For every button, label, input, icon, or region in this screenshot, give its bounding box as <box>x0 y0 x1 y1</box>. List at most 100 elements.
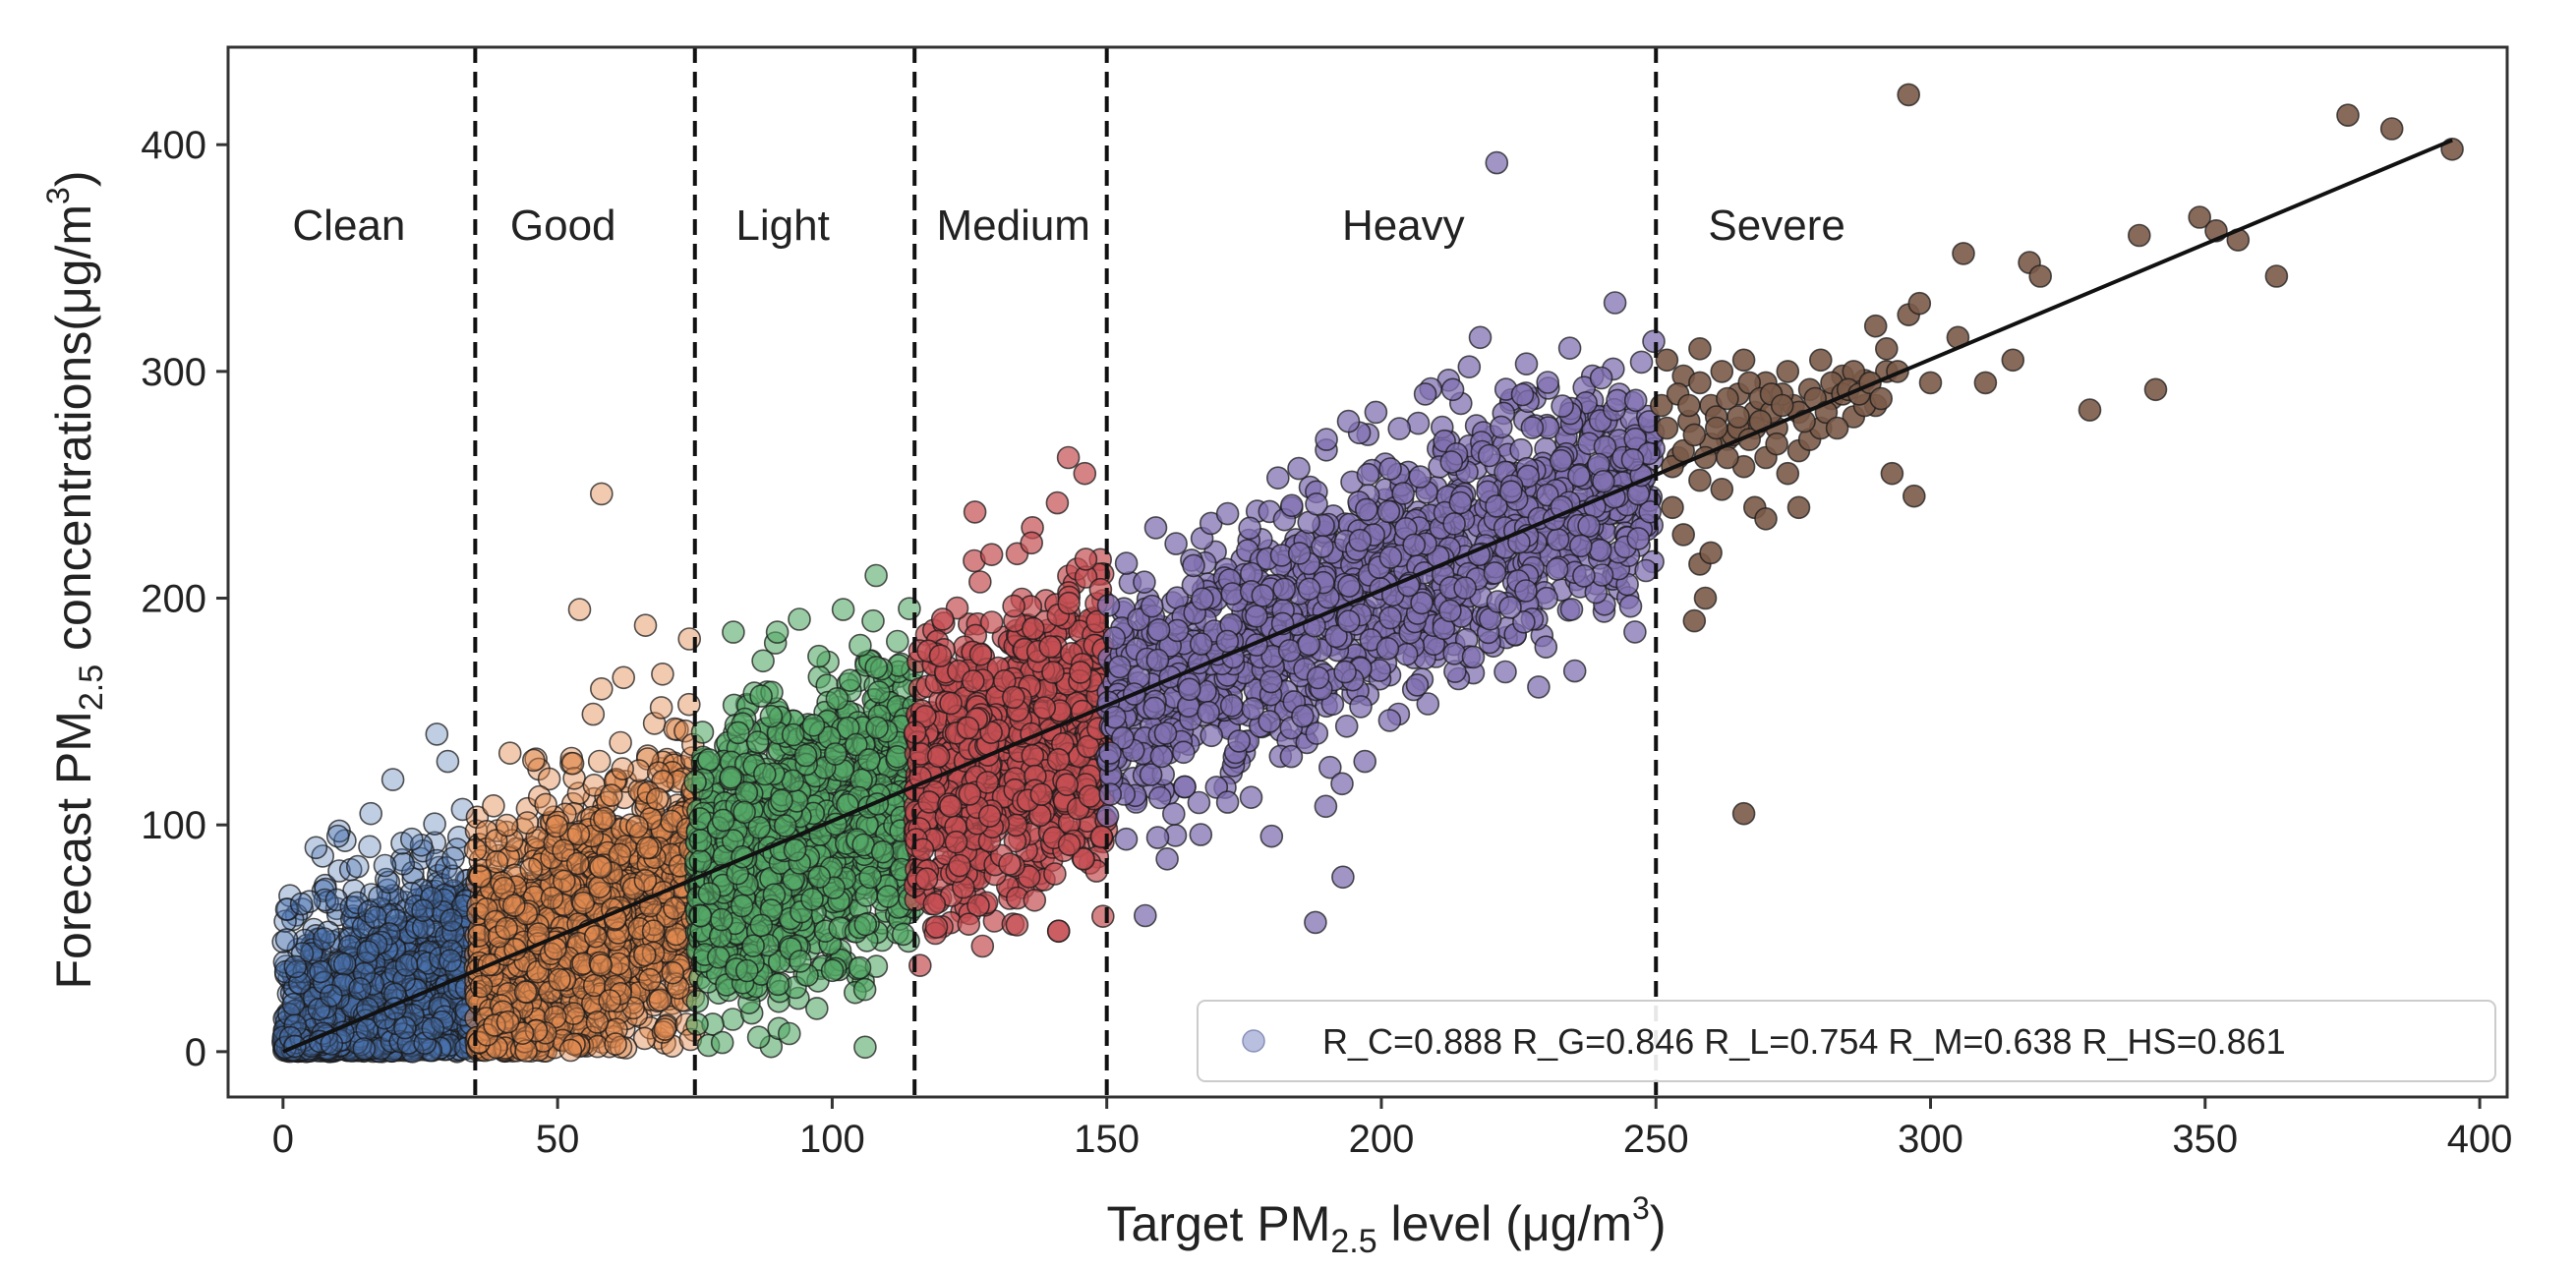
data-point <box>281 992 306 1016</box>
data-point <box>861 608 885 633</box>
data-point <box>545 814 568 838</box>
data-point <box>468 864 493 889</box>
data-point <box>632 943 657 967</box>
data-point <box>857 748 881 772</box>
data-point <box>825 686 849 711</box>
data-point <box>752 762 777 786</box>
data-point <box>283 954 308 979</box>
data-point <box>823 742 848 766</box>
data-point <box>515 811 540 835</box>
data-point <box>789 950 812 973</box>
data-point <box>393 1015 417 1040</box>
data-point <box>309 959 332 984</box>
data-point <box>558 1038 583 1063</box>
data-point <box>838 668 862 693</box>
data-point <box>289 892 314 916</box>
data-point <box>421 1016 445 1041</box>
data-point <box>773 814 797 837</box>
data-point <box>599 783 623 807</box>
data-point <box>496 1010 520 1034</box>
data-point <box>688 849 713 873</box>
data-point <box>345 854 370 879</box>
data-point <box>513 980 538 1004</box>
data-point <box>864 656 889 679</box>
data-point <box>611 757 635 780</box>
data-point <box>876 885 901 908</box>
data-point <box>485 849 509 874</box>
data-point <box>651 662 674 686</box>
data-point <box>332 952 357 976</box>
data-point <box>885 629 909 654</box>
data-point <box>866 680 891 704</box>
data-point <box>635 836 660 860</box>
data-point <box>609 730 632 755</box>
data-point <box>581 702 606 726</box>
data-point <box>781 722 805 747</box>
data-point <box>852 977 877 1002</box>
data-point <box>851 833 876 857</box>
data-point <box>583 924 608 949</box>
data-point <box>730 894 754 918</box>
data-point <box>501 894 526 918</box>
data-point <box>793 743 818 768</box>
data-point <box>734 780 759 805</box>
data-point <box>589 953 614 977</box>
data-point <box>439 908 463 932</box>
data-point <box>865 716 889 740</box>
data-point <box>411 898 435 923</box>
data-point <box>587 749 612 774</box>
data-point <box>565 851 590 876</box>
data-point <box>788 607 811 631</box>
data-point <box>1020 531 1043 555</box>
data-point <box>746 1025 771 1049</box>
data-point <box>711 808 735 833</box>
data-point <box>858 865 882 890</box>
data-point <box>423 812 446 837</box>
data-point <box>870 839 895 864</box>
data-point <box>495 813 519 837</box>
data-point <box>783 837 807 862</box>
data-point <box>745 730 770 754</box>
data-point <box>593 806 616 831</box>
data-point <box>661 960 685 985</box>
data-point <box>348 976 372 1001</box>
data-point <box>519 857 544 881</box>
data-point <box>625 815 649 838</box>
data-point <box>710 907 733 932</box>
data-point <box>441 846 465 870</box>
data-point <box>604 1032 627 1056</box>
data-point <box>312 927 336 951</box>
data-point <box>319 983 343 1008</box>
data-point <box>967 570 992 594</box>
data-point <box>766 972 790 997</box>
data-point <box>394 953 419 977</box>
data-point <box>482 793 505 818</box>
data-point <box>807 865 832 889</box>
data-point <box>521 748 546 773</box>
data-point <box>777 1021 801 1046</box>
data-point <box>804 997 829 1020</box>
data-point <box>534 792 557 817</box>
data-point <box>356 940 381 964</box>
data-point <box>638 967 662 992</box>
data-point <box>352 1037 377 1061</box>
data-point <box>685 1012 709 1036</box>
data-point <box>734 958 759 983</box>
data-point <box>726 721 750 745</box>
data-point <box>540 886 564 910</box>
data-point <box>970 934 995 958</box>
data-point <box>1091 904 1115 929</box>
data-point <box>849 633 872 658</box>
data-point <box>633 868 658 893</box>
data-point <box>663 896 686 920</box>
data-point <box>759 704 784 728</box>
data-point <box>801 713 826 737</box>
data-point <box>585 1010 610 1034</box>
data-point <box>770 788 793 813</box>
data-point <box>641 919 666 944</box>
data-point <box>685 989 710 1013</box>
data-point <box>891 922 915 947</box>
data-point <box>498 741 522 766</box>
data-point <box>807 644 831 668</box>
